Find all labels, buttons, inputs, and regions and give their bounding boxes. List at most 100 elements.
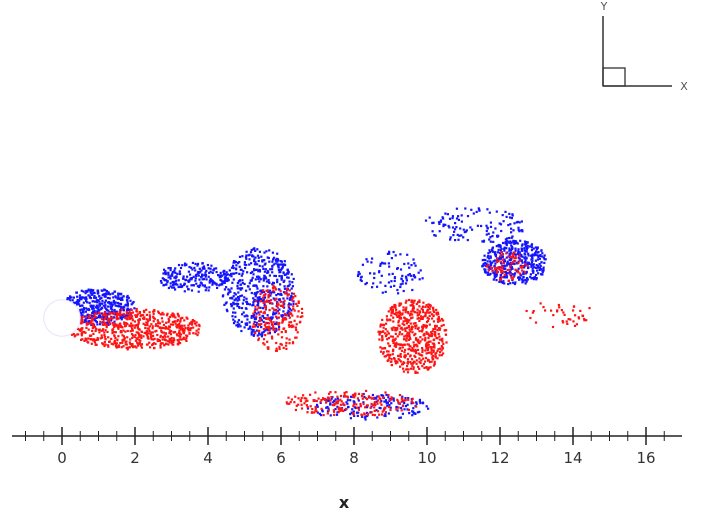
particle-point: [80, 322, 83, 325]
particle-point: [101, 294, 104, 297]
particle-point: [387, 353, 390, 356]
particle-point: [502, 258, 505, 262]
particle-point: [169, 285, 172, 288]
particle-point: [114, 301, 117, 304]
particle-point: [291, 314, 294, 317]
particle-point: [489, 225, 493, 228]
particle-point: [426, 368, 429, 371]
particle-point: [283, 279, 286, 282]
particle-point: [94, 329, 97, 333]
particle-point: [177, 285, 180, 289]
particle-point: [407, 352, 410, 355]
particle-point: [531, 264, 534, 267]
particle-point: [398, 402, 401, 405]
particle-point: [372, 396, 375, 399]
particle-point: [246, 315, 249, 318]
particle-point: [503, 246, 506, 249]
particle-point: [108, 322, 111, 325]
particle-point: [408, 345, 411, 348]
particle-point: [183, 328, 186, 332]
particle-point: [402, 289, 405, 293]
particle-point: [366, 404, 369, 407]
particle-point: [102, 328, 105, 331]
particle-point: [493, 265, 496, 268]
particle-point: [89, 305, 92, 308]
particle-point: [503, 249, 506, 252]
particle-point: [282, 271, 285, 274]
particle-point: [501, 255, 504, 258]
particle-point: [218, 284, 221, 287]
particle-point: [499, 278, 503, 281]
particle-point: [394, 332, 397, 335]
particle-point: [117, 294, 120, 297]
particle-point: [278, 274, 281, 278]
particle-point: [418, 310, 421, 314]
particle-point: [96, 323, 99, 326]
particle-point: [111, 329, 114, 332]
particle-point: [413, 262, 416, 265]
particle-point: [384, 290, 387, 293]
particle-point: [102, 313, 105, 316]
particle-point: [517, 276, 520, 279]
particle-point: [414, 325, 417, 328]
particle-point: [113, 331, 116, 334]
particle-point: [281, 315, 284, 318]
particle-point: [392, 350, 395, 353]
particle-point: [176, 318, 179, 322]
particle-point: [275, 257, 278, 260]
particle-point: [359, 402, 362, 406]
particle-point: [285, 314, 288, 317]
particle-point: [396, 327, 399, 330]
particle-point: [173, 280, 176, 283]
particle-point: [383, 332, 387, 335]
particle-point: [421, 350, 424, 354]
particle-point: [371, 257, 374, 260]
particle-point: [226, 273, 229, 276]
particle-point: [494, 275, 497, 278]
particle-point: [117, 302, 121, 305]
particle-point: [520, 244, 524, 247]
particle-point: [115, 312, 118, 315]
particle-point: [425, 331, 428, 334]
particle-point: [306, 406, 309, 409]
particle-point: [431, 334, 434, 337]
particle-point: [140, 336, 143, 339]
particle-point: [191, 261, 194, 264]
particle-point: [247, 285, 250, 288]
particle-point: [114, 295, 117, 298]
particle-point: [124, 324, 128, 327]
particle-point: [336, 411, 339, 414]
particle-point: [563, 313, 566, 316]
particle-point: [251, 254, 254, 257]
particle-point: [409, 322, 412, 325]
particle-point: [232, 311, 235, 314]
particle-point: [163, 343, 166, 346]
particle-point: [126, 300, 129, 303]
particle-point: [117, 292, 120, 295]
particle-point: [106, 301, 109, 304]
particle-point: [431, 333, 434, 336]
particle-point: [89, 338, 92, 341]
particle-point: [179, 320, 182, 323]
particle-point: [406, 332, 409, 335]
particle-point: [97, 308, 100, 311]
particle-point: [146, 321, 149, 324]
particle-point: [505, 272, 508, 275]
particle-point: [256, 308, 259, 311]
particle-point: [167, 327, 170, 330]
particle-point: [313, 411, 316, 414]
particle-point: [522, 273, 525, 276]
particle-point: [243, 263, 246, 266]
particle-point: [408, 333, 411, 336]
particle-point: [541, 269, 544, 273]
particle-point: [115, 323, 118, 326]
particle-point: [289, 401, 292, 404]
particle-point: [522, 270, 525, 273]
particle-point: [513, 222, 516, 225]
particle-point: [484, 259, 487, 262]
particle-point: [407, 274, 410, 277]
particle-point: [261, 296, 264, 299]
particle-point: [256, 268, 259, 271]
particle-point: [280, 277, 283, 280]
particle-point: [361, 393, 364, 396]
